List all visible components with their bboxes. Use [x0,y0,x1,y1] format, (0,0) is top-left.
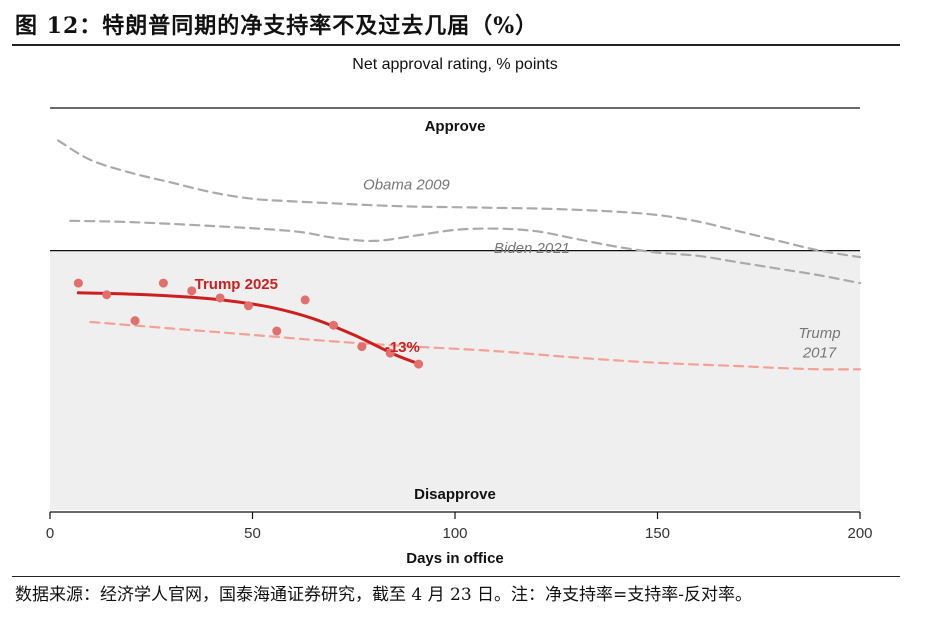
annotation-3: -13% [385,339,420,356]
poll-point-3 [158,278,168,288]
x-axis-label: Days in office [406,550,504,567]
annotation-4: Trump [798,325,840,342]
annotation-0: Obama 2009 [363,177,450,194]
x-tick-label-2: 100 [442,525,467,542]
poll-point-7 [272,326,282,336]
poll-point-11 [385,348,395,358]
series-line-obama-2009 [57,139,862,259]
poll-point-1 [102,290,112,300]
x-tick-label-0: 0 [46,525,54,542]
net-approval-chart: Obama 2009 Biden 2021 Trump 2025 -13% Trump 2… [46,56,873,567]
x-tick-label-3: 150 [645,525,670,542]
poll-point-9 [329,320,338,330]
x-tick-label-1: 50 [244,525,261,542]
chart-title: Net approval rating, % points [352,56,557,73]
poll-point-4 [187,286,197,296]
source-rule [12,576,900,577]
poll-point-0 [73,278,83,288]
disapprove-region-label: Disapprove [414,486,496,503]
poll-point-6 [243,301,253,311]
poll-point-8 [300,295,310,305]
disapprove-region [50,250,860,511]
title-rule [12,44,900,46]
annotation-1: Biden 2021 [494,240,570,257]
poll-point-10 [357,342,367,352]
series-line-trump-2017 [89,320,862,371]
annotation-2: Trump 2025 [195,276,278,293]
poll-point-5 [215,293,225,303]
series-line-trump-2025 [76,291,416,364]
figure-title: 图 12：特朗普同期的净支持率不及过去几届（%） [15,13,539,39]
poll-point-12 [414,359,424,369]
annotation-5: 2017 [802,345,837,362]
poll-point-2 [130,316,140,326]
series-line-biden-2021 [69,219,862,285]
x-tick-label-4: 200 [847,525,872,542]
approve-region-label: Approve [425,118,486,135]
source-note: 数据来源：经济学人官网，国泰海通证券研究，截至 4 月 23 日。注：净支持率=… [15,585,753,605]
